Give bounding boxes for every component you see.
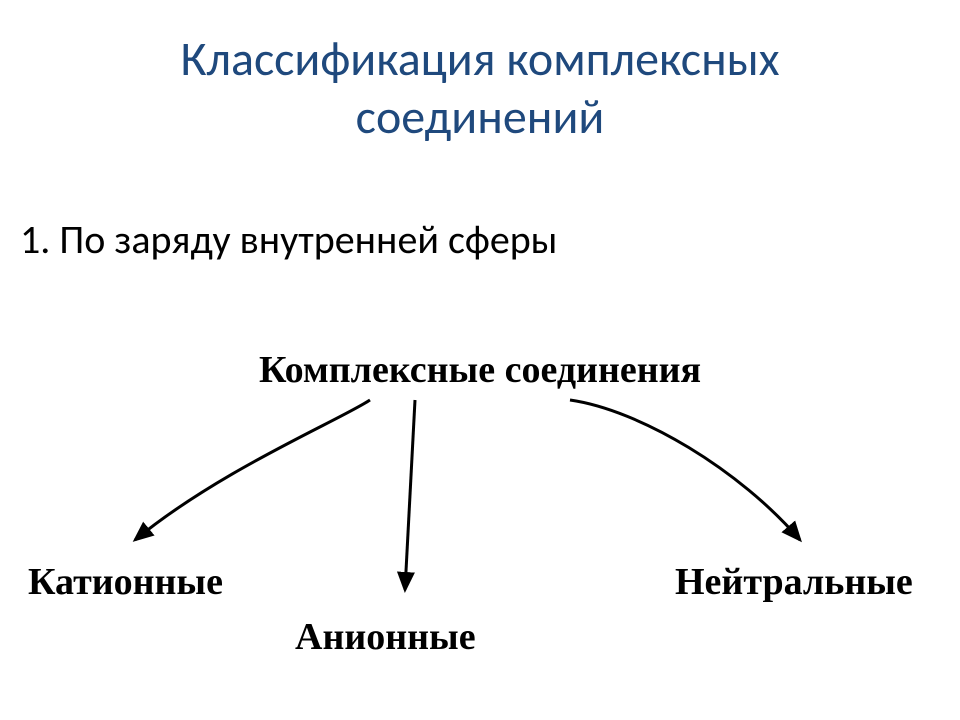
title-line-1: Классификация комплексных bbox=[180, 29, 779, 88]
title-line-2: соединений bbox=[356, 87, 605, 146]
arrow-path bbox=[135, 400, 370, 540]
arrow-path bbox=[570, 400, 800, 540]
diagram-child-anionic: Анионные bbox=[295, 615, 476, 659]
diagram-child-cationic: Катионные bbox=[28, 560, 223, 604]
diagram-root-node: Комплексные соединения bbox=[259, 348, 701, 392]
page-title: Классификация комплексных соединений bbox=[0, 0, 960, 145]
subtitle-text: 1. По заряду внутренней сферы bbox=[0, 145, 960, 264]
arrow-path bbox=[405, 400, 415, 590]
diagram-child-neutral: Нейтральные bbox=[675, 560, 913, 604]
